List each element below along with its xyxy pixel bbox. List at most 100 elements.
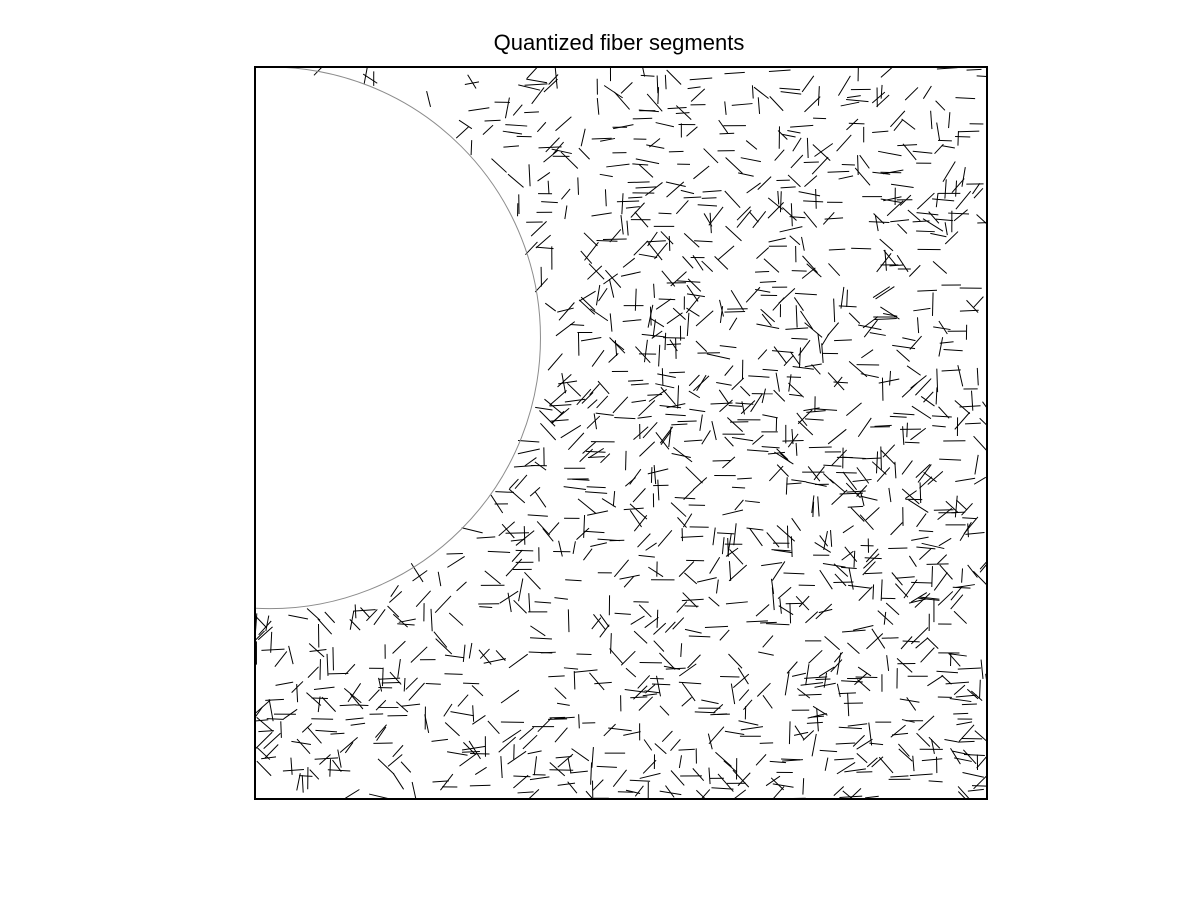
fiber-segment <box>646 144 665 149</box>
fiber-segment <box>814 682 836 688</box>
fiber-segment <box>795 305 798 328</box>
fiber-segment <box>567 758 572 773</box>
fiber-segment <box>813 466 825 481</box>
fiber-segment <box>733 523 737 546</box>
fiber-segment <box>476 536 496 539</box>
fiber-segment <box>557 753 574 768</box>
fiber-segment <box>775 372 780 392</box>
fiber-segment <box>638 400 656 417</box>
fiber-segment <box>967 564 978 578</box>
fiber-segment <box>573 671 576 690</box>
fiber-segment <box>599 614 610 628</box>
fiber-segment <box>846 118 859 131</box>
fiber-segment <box>464 81 480 85</box>
fiber-segment <box>515 530 535 546</box>
fiber-segment <box>265 698 284 701</box>
fiber-segment <box>923 471 937 483</box>
fiber-segment <box>889 264 904 267</box>
fiber-segment <box>659 652 676 670</box>
fiber-segment <box>549 762 566 777</box>
fiber-segment <box>639 772 661 779</box>
fiber-segment <box>479 648 490 659</box>
fiber-segment <box>654 242 668 260</box>
fiber-segment <box>601 498 617 508</box>
fiber-segment <box>400 761 412 773</box>
fiber-segment <box>886 200 904 217</box>
fiber-segment <box>920 396 935 407</box>
fiber-segment <box>948 652 961 667</box>
fiber-segment <box>582 441 597 454</box>
fiber-segment <box>955 180 958 197</box>
fiber-segment <box>771 587 775 611</box>
fiber-segment <box>714 256 729 270</box>
fiber-segment <box>264 744 279 759</box>
fiber-segment <box>844 546 858 562</box>
fiber-segment <box>505 124 528 127</box>
fiber-segment <box>817 86 820 106</box>
fiber-segment <box>457 694 469 707</box>
fiber-segment <box>431 738 449 742</box>
fiber-segment <box>935 100 946 111</box>
fiber-segment <box>462 644 466 662</box>
fiber-segment <box>856 753 868 764</box>
fiber-segment <box>588 447 604 459</box>
fiber-segment <box>944 739 958 743</box>
fiber-segment <box>787 174 801 188</box>
fiber-segment <box>425 682 441 685</box>
fiber-segment <box>589 383 600 396</box>
fiber-segment <box>835 742 856 745</box>
fiber-segment <box>738 720 759 726</box>
fiber-segment <box>638 164 654 178</box>
fiber-segment <box>858 324 882 331</box>
fiber-segment <box>790 536 793 558</box>
fiber-segment <box>683 232 700 248</box>
fiber-segment <box>906 697 917 711</box>
fiber-segment <box>345 789 360 799</box>
fiber-segment <box>976 75 987 78</box>
fiber-segment <box>596 97 600 115</box>
fiber-segment <box>729 549 744 565</box>
fiber-segment <box>459 752 478 767</box>
fiber-segment <box>752 211 767 229</box>
fiber-segment <box>572 478 590 481</box>
fiber-segment <box>586 415 601 429</box>
fiber-segment <box>547 353 563 371</box>
fiber-segment <box>793 731 809 736</box>
fiber-segment <box>761 388 766 404</box>
fiber-segment <box>608 727 632 732</box>
fiber-segment <box>392 640 406 654</box>
fiber-segment <box>856 738 873 750</box>
fiber-segment <box>444 654 465 659</box>
fiber-segment <box>411 781 417 799</box>
fiber-segment <box>548 522 560 534</box>
fiber-segment <box>537 717 552 733</box>
fiber-segment <box>857 666 872 677</box>
fiber-segment <box>646 240 666 243</box>
fiber-segment <box>937 591 954 606</box>
fiber-segment <box>507 173 524 188</box>
fiber-segment <box>390 584 399 597</box>
fiber-segment <box>301 775 304 793</box>
fiber-segment <box>313 686 335 691</box>
fiber-segment <box>762 694 773 709</box>
fiber-segment <box>645 182 663 197</box>
fiber-segment <box>655 122 675 128</box>
fiber-segment <box>759 280 777 283</box>
fiber-segment <box>659 705 670 716</box>
fiber-segment <box>349 693 364 710</box>
fiber-segment <box>971 785 987 787</box>
fiber-segment <box>529 487 541 497</box>
fiber-segment <box>311 718 334 720</box>
fiber-segment <box>856 467 870 484</box>
fiber-segment <box>883 611 887 625</box>
fiber-segment <box>942 161 956 183</box>
fiber-segment <box>777 190 780 205</box>
fiber-segment <box>437 571 442 587</box>
fiber-segment <box>812 501 815 518</box>
fiber-segment <box>787 130 801 134</box>
fiber-segment <box>677 517 687 528</box>
fiber-segment <box>592 779 604 791</box>
fiber-segment <box>881 377 884 401</box>
fiber-segment <box>557 782 576 786</box>
fiber-segment <box>410 562 424 583</box>
